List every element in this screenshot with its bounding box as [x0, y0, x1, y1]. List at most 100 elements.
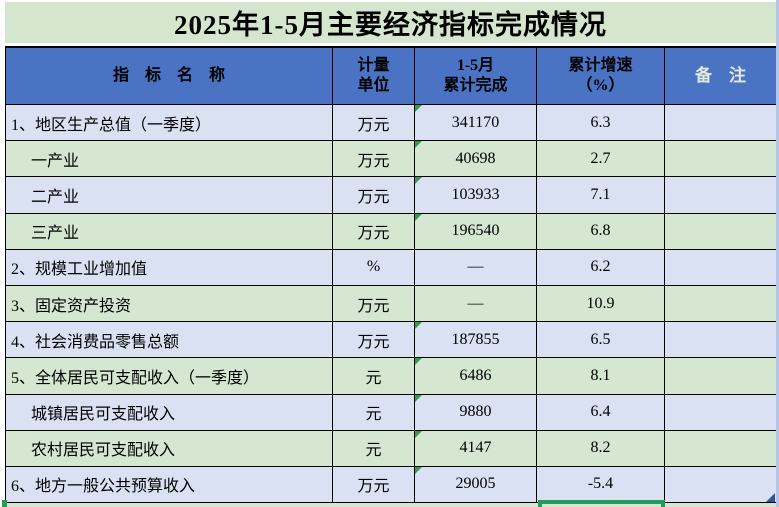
value-label: 196540	[451, 222, 500, 240]
indicator-name-label: 2、规模工业增加值	[11, 261, 148, 279]
unit-cell[interactable]: 万元	[333, 213, 415, 250]
indicator-name-label: 1、地区生产总值（一季度）	[11, 116, 212, 134]
indicator-name-label: 5、全体居民可支配收入（一季度）	[11, 369, 260, 387]
report-title[interactable]: 2025年1-5月主要经济指标完成情况	[5, 2, 776, 43]
indicator-name-label: 三产业	[31, 225, 80, 243]
table-row: 5、全体居民可支配收入（一季度） 元 6486 8.1	[6, 358, 777, 395]
table-row: 三产业 万元 196540 6.8	[6, 213, 777, 250]
header-remark-label: 备 注	[695, 66, 746, 85]
remark-cell[interactable]	[665, 285, 777, 323]
table-row: 3、固定资产投资 万元 — 10.9	[6, 285, 777, 323]
header-indicator-name[interactable]: 指 标 名 称	[6, 48, 333, 105]
growth-cell[interactable]: 6.5	[537, 322, 665, 359]
value-label: 29005	[455, 475, 496, 493]
indicator-name-cell[interactable]: 4、社会消费品零售总额	[6, 322, 333, 359]
remark-cell[interactable]	[665, 466, 777, 504]
value-cell[interactable]: 4147	[415, 430, 537, 467]
header-unit-line1: 计量	[357, 57, 390, 74]
unit-cell[interactable]: %	[333, 249, 415, 286]
value-label: —	[467, 258, 484, 276]
number-stored-as-text-flag-icon	[415, 394, 422, 402]
indicator-name-cell[interactable]: 2、规模工业增加值	[6, 249, 333, 286]
remark-cell[interactable]	[665, 105, 777, 142]
growth-cell[interactable]: 7.1	[537, 177, 665, 214]
table-row: 2、规模工业增加值 % — 6.2	[6, 249, 777, 286]
indicator-name-cell[interactable]: 农村居民可支配收入	[6, 430, 333, 467]
growth-cell[interactable]: 8.2	[537, 430, 665, 467]
indicator-name-label: 城镇居民可支配收入	[31, 406, 176, 424]
unit-cell[interactable]: 万元	[333, 322, 415, 359]
indicators-table: 指 标 名 称 计量 单位 1-5月 累计完成 累计增速 （%） 备 注 1、地…	[5, 46, 777, 504]
selection-left-mark	[2, 500, 7, 507]
growth-cell[interactable]: 6.3	[537, 105, 665, 142]
unit-cell[interactable]: 万元	[333, 177, 415, 214]
indicator-name-cell[interactable]: 3、固定资产投资	[6, 285, 333, 323]
unit-cell[interactable]: 万元	[333, 141, 415, 178]
number-stored-as-text-flag-icon	[415, 430, 422, 438]
fill-handle-triangle-icon[interactable]	[766, 493, 775, 502]
header-growth-rate[interactable]: 累计增速 （%）	[537, 48, 665, 105]
indicator-name-label: 3、固定资产投资	[11, 297, 132, 315]
value-cell[interactable]: 196540	[415, 213, 537, 250]
value-label: 103933	[451, 185, 500, 203]
active-cell-selection-border	[538, 500, 665, 507]
unit-cell[interactable]: 万元	[333, 466, 415, 504]
table-row: 1、地区生产总值（一季度） 万元 341170 6.3	[6, 105, 777, 142]
number-stored-as-text-flag-icon	[415, 141, 422, 149]
remark-cell[interactable]	[665, 141, 777, 178]
indicator-name-cell[interactable]: 三产业	[6, 213, 333, 250]
value-cell[interactable]: 6486	[415, 358, 537, 395]
value-cell[interactable]: 187855	[415, 322, 537, 359]
indicator-name-cell[interactable]: 1、地区生产总值（一季度）	[6, 105, 333, 142]
growth-cell[interactable]: 6.2	[537, 249, 665, 286]
value-cell[interactable]: 40698	[415, 141, 537, 178]
value-label: 341170	[451, 113, 500, 131]
growth-cell[interactable]: 10.9	[537, 285, 665, 323]
table-body: 1、地区生产总值（一季度） 万元 341170 6.3 一产业 万元 40698…	[6, 105, 777, 504]
value-cell[interactable]: 341170	[415, 105, 537, 142]
value-cell[interactable]: —	[415, 249, 537, 286]
remark-cell[interactable]	[665, 249, 777, 286]
remark-cell[interactable]	[665, 177, 777, 214]
unit-cell[interactable]: 元	[333, 430, 415, 467]
remark-cell[interactable]	[665, 358, 777, 395]
remark-cell[interactable]	[665, 213, 777, 250]
growth-cell[interactable]: 6.8	[537, 213, 665, 250]
unit-cell[interactable]: 元	[333, 358, 415, 395]
header-unit-line2: 单位	[357, 77, 390, 94]
growth-cell[interactable]: 6.4	[537, 394, 665, 431]
indicator-name-label: 4、社会消费品零售总额	[11, 333, 180, 351]
right-edge-strip	[776, 0, 779, 507]
value-label: —	[467, 294, 484, 312]
value-label: 9880	[459, 403, 492, 421]
value-cell[interactable]: 29005	[415, 466, 537, 504]
header-unit[interactable]: 计量 单位	[333, 48, 415, 105]
indicator-name-label: 一产业	[31, 152, 80, 170]
indicator-name-cell[interactable]: 一产业	[6, 141, 333, 178]
remark-cell[interactable]	[665, 430, 777, 467]
remark-cell[interactable]	[665, 322, 777, 359]
table-row: 一产业 万元 40698 2.7	[6, 141, 777, 178]
growth-cell[interactable]: 8.1	[537, 358, 665, 395]
value-label: 40698	[455, 149, 496, 167]
indicator-name-cell[interactable]: 6、地方一般公共预算收入	[6, 466, 333, 504]
remark-cell[interactable]	[665, 394, 777, 431]
unit-cell[interactable]: 元	[333, 394, 415, 431]
indicator-name-label: 农村居民可支配收入	[31, 442, 176, 460]
indicator-name-label: 二产业	[31, 188, 80, 206]
value-cell[interactable]: —	[415, 285, 537, 323]
growth-cell[interactable]: 2.7	[537, 141, 665, 178]
header-cumulative-value[interactable]: 1-5月 累计完成	[415, 48, 537, 105]
value-label: 6486	[459, 366, 492, 384]
indicator-name-cell[interactable]: 5、全体居民可支配收入（一季度）	[6, 358, 333, 395]
value-cell[interactable]: 9880	[415, 394, 537, 431]
header-remark[interactable]: 备 注	[665, 48, 777, 105]
indicator-name-cell[interactable]: 城镇居民可支配收入	[6, 394, 333, 431]
unit-cell[interactable]: 万元	[333, 285, 415, 323]
growth-cell[interactable]: -5.4	[537, 466, 665, 504]
number-stored-as-text-flag-icon	[415, 105, 422, 112]
unit-cell[interactable]: 万元	[333, 105, 415, 142]
indicator-name-cell[interactable]: 二产业	[6, 177, 333, 214]
value-cell[interactable]: 103933	[415, 177, 537, 214]
